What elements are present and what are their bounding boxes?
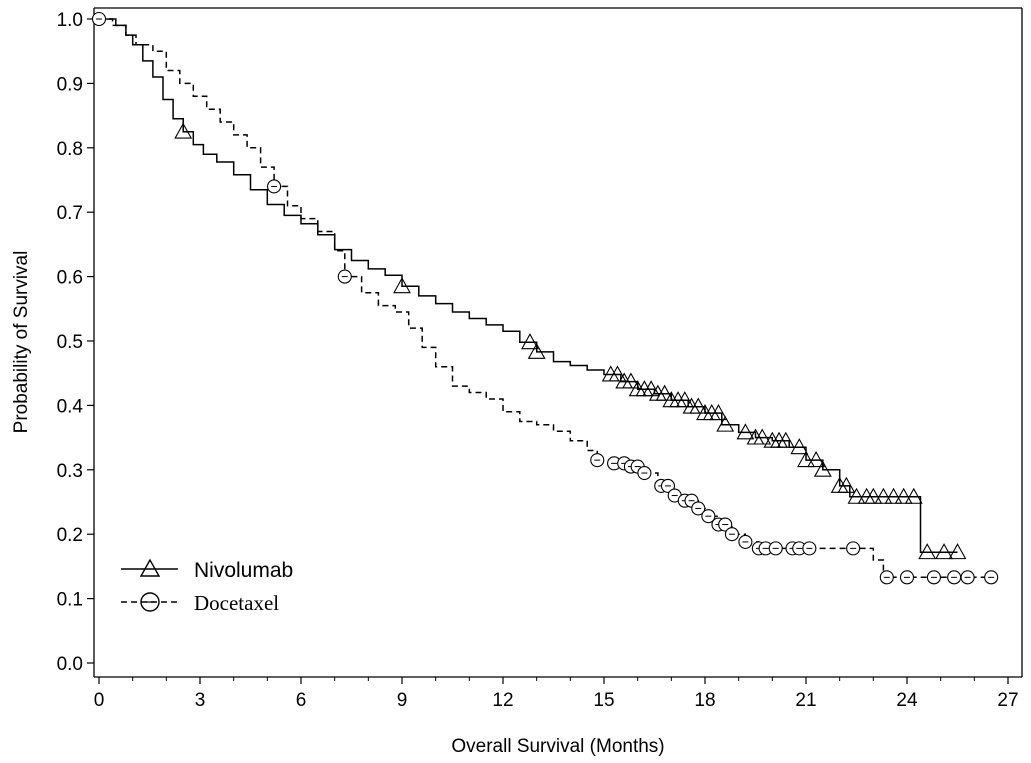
legend-nivolumab-label: Nivolumab: [194, 559, 293, 582]
nivolumab-censor-marker: [837, 476, 856, 493]
y-tick-label: 0.3: [57, 461, 83, 482]
markers-layer: [91, 11, 999, 585]
nivolumab-censor-marker: [813, 460, 832, 477]
y-tick-label: 0.7: [57, 203, 83, 224]
x-tick-label: 21: [795, 690, 816, 711]
series-line-docetaxel: [99, 18, 992, 579]
x-tick-label: 9: [397, 690, 408, 711]
x-tick-label: 18: [694, 690, 715, 711]
nivolumab-censor-marker: [935, 543, 953, 560]
nivolumab-censor-marker: [709, 403, 728, 421]
nivolumab-censor-marker: [655, 384, 674, 401]
x-tick-label: 0: [94, 690, 105, 711]
nivolumab-censor-marker: [894, 487, 913, 504]
nivolumab-censor-marker: [918, 543, 937, 560]
nivolumab-censor-marker: [847, 487, 866, 504]
nivolumab-censor-marker: [608, 365, 627, 382]
nivolumab-censor-marker: [527, 342, 546, 359]
legend: Nivolumab Docetaxel: [121, 558, 293, 615]
legend-docetaxel-marker: [140, 592, 160, 612]
nivolumab-censor-marker: [174, 122, 193, 139]
nivolumab-censor-marker: [753, 428, 772, 445]
ticks-layer: 0 3 6 9 12 15 18 21 24 27 0.0 0.1 0.2 0.3 0.4 0.5 0.6 0.7…: [57, 10, 1019, 711]
y-tick-label: 0.6: [57, 268, 83, 289]
y-tick-label: 0.0: [57, 654, 83, 675]
x-tick-label: 3: [195, 690, 206, 711]
x-tick-label: 12: [492, 690, 513, 711]
y-tick-label: 0.4: [57, 396, 84, 417]
nivolumab-censor-marker: [948, 543, 967, 560]
nivolumab-censor-marker: [621, 372, 640, 389]
x-tick-label: 15: [593, 690, 614, 711]
nivolumab-censor-marker: [807, 451, 826, 468]
nivolumab-censor-marker: [736, 423, 755, 440]
y-tick-label: 0.1: [57, 590, 83, 611]
x-tick-label: 27: [997, 690, 1018, 711]
nivolumab-censor-marker: [716, 415, 735, 432]
nivolumab-censor-marker: [884, 487, 903, 504]
x-axis-title: Overall Survival (Months): [451, 736, 664, 757]
nivolumab-censor-marker: [797, 451, 815, 468]
x-tick-label: 6: [296, 690, 307, 711]
nivolumab-censor-marker: [520, 333, 539, 350]
nivolumab-censor-marker: [776, 431, 795, 448]
nivolumab-censor-marker: [790, 438, 809, 455]
nivolumab-censor-marker: [675, 391, 694, 408]
legend-docetaxel-label: Docetaxel: [194, 591, 279, 615]
nivolumab-censor-marker: [393, 277, 411, 294]
y-axis-title: Probability of Survival: [11, 251, 32, 434]
axis-layer: [93, 7, 1023, 678]
nivolumab-censor-marker: [874, 487, 893, 504]
nivolumab-censor-marker: [864, 487, 883, 504]
y-tick-label: 0.9: [57, 74, 83, 95]
nivolumab-censor-marker: [904, 487, 923, 504]
y-tick-label: 1.0: [57, 10, 83, 31]
legend-nivolumab-marker: [139, 558, 161, 577]
y-tick-label: 0.5: [57, 332, 83, 353]
y-tick-label: 0.8: [57, 139, 83, 160]
nivolumab-censor-marker: [689, 397, 708, 414]
y-tick-label: 0.2: [57, 525, 83, 546]
x-tick-label: 24: [896, 690, 918, 711]
nivolumab-censor-marker: [642, 380, 661, 397]
